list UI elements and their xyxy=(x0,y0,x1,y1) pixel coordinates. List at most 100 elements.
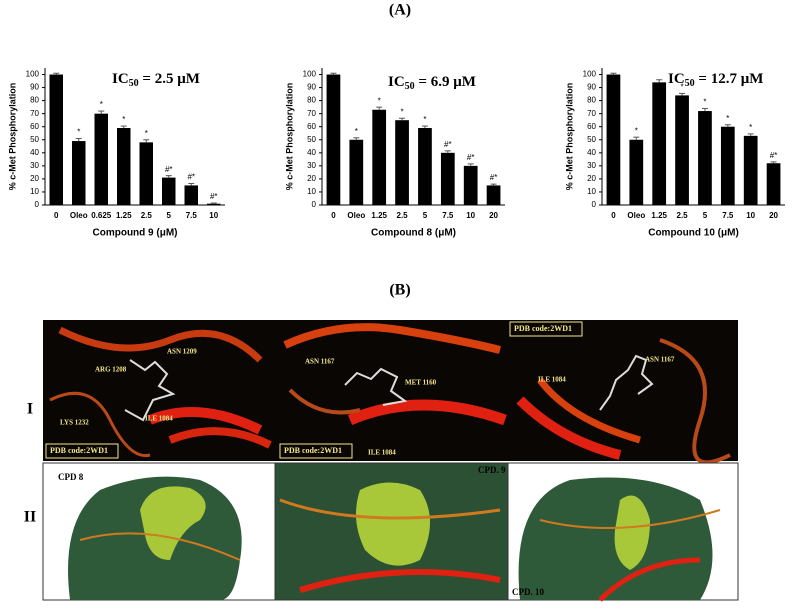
y-axis-label: % c-Met Phosphorylation xyxy=(7,83,17,191)
y-tick-label: 30 xyxy=(307,161,316,170)
bar xyxy=(652,82,667,205)
bar xyxy=(720,126,735,205)
ic50-subscript: 50 xyxy=(405,81,415,92)
y-tick-label: 40 xyxy=(30,148,39,157)
bar xyxy=(184,185,198,205)
y-tick-label: 90 xyxy=(587,83,596,92)
significance-mark: * xyxy=(401,107,404,116)
x-tick-label: 5 xyxy=(167,211,172,220)
x-tick-label: 7.5 xyxy=(186,211,198,220)
significance-mark: #* xyxy=(490,173,498,182)
bar xyxy=(606,74,621,206)
x-tick-label: 0 xyxy=(331,211,336,220)
compound-label: CPD 8 xyxy=(58,472,84,482)
x-tick-label: 5 xyxy=(423,211,428,220)
y-tick-label: 80 xyxy=(587,96,596,105)
y-axis-label: % c-Met Phosphorylation xyxy=(284,83,294,191)
y-tick-label: 0 xyxy=(592,200,597,209)
y-tick-label: 70 xyxy=(30,109,39,118)
bar xyxy=(766,163,781,205)
significance-mark: * xyxy=(378,96,381,105)
y-tick-label: 70 xyxy=(307,109,316,118)
y-tick-label: 0 xyxy=(35,200,40,209)
y-tick-label: 100 xyxy=(583,70,597,79)
bar xyxy=(463,165,478,205)
ic50-prefix: IC xyxy=(112,71,129,87)
y-tick-label: 0 xyxy=(312,200,317,209)
ic50-value: = 12.7 μM xyxy=(695,71,764,87)
bar xyxy=(162,177,176,205)
significance-mark: * xyxy=(145,129,148,138)
y-tick-label: 90 xyxy=(307,83,316,92)
y-tick-label: 70 xyxy=(587,109,596,118)
compound-label: CPD. 10 xyxy=(512,587,544,597)
x-tick-label: 5 xyxy=(703,211,708,220)
surface-image: CPD. 10 xyxy=(507,462,739,602)
y-tick-label: 40 xyxy=(587,148,596,157)
y-tick-label: 60 xyxy=(307,122,316,131)
y-tick-label: 20 xyxy=(307,174,316,183)
docking-image: ARG 1208 ASN 1209 LYS 1232 ILE 1084 PDB … xyxy=(43,320,275,461)
residue-label: ILE 1084 xyxy=(368,449,396,457)
bar xyxy=(629,139,644,205)
significance-mark: * xyxy=(100,100,103,109)
x-tick-label: 1.25 xyxy=(116,211,132,220)
residue-label: ILE 1084 xyxy=(145,415,173,423)
x-axis-label: Compound 10 (μM) xyxy=(648,228,739,239)
bar xyxy=(372,109,387,205)
ic50-value: = 2.5 μM xyxy=(139,71,200,87)
significance-mark: * xyxy=(77,128,80,137)
y-tick-label: 50 xyxy=(30,135,39,144)
significance-mark: * xyxy=(423,115,426,124)
surface-image: CPD 8 xyxy=(42,462,276,601)
panel-label: (B) xyxy=(389,282,410,299)
ic50-value: = 6.9 μM xyxy=(415,74,476,90)
compound-label: CPD. 9 xyxy=(478,465,506,475)
y-tick-label: 40 xyxy=(307,148,316,157)
x-tick-label: 7.5 xyxy=(722,211,734,220)
x-tick-label: 0 xyxy=(54,211,59,220)
residue-label: LYS 1232 xyxy=(60,419,89,427)
x-tick-label: 7.5 xyxy=(442,211,454,220)
surface-image: CPD. 9 xyxy=(274,462,509,601)
pdb-code: PDB code:2WD1 xyxy=(50,446,108,455)
significance-mark: #* xyxy=(165,165,173,174)
x-axis-label: Compound 9 (μM) xyxy=(93,228,178,239)
significance-mark: * xyxy=(355,127,358,136)
y-tick-label: 90 xyxy=(30,83,39,92)
x-tick-label: 1.25 xyxy=(371,211,387,220)
bar xyxy=(675,95,689,205)
bar xyxy=(49,74,63,206)
residue-label: ASN 1167 xyxy=(645,356,675,364)
x-tick-label: 0.625 xyxy=(91,211,112,220)
residue-label: ASN 1209 xyxy=(167,348,197,356)
x-tick-label: 2.5 xyxy=(397,211,409,220)
y-tick-label: 50 xyxy=(587,135,596,144)
y-tick-label: 30 xyxy=(30,161,39,170)
y-axis-label: % c-Met Phosphorylation xyxy=(564,83,574,191)
significance-mark: * xyxy=(681,83,684,92)
y-tick-label: 50 xyxy=(307,135,316,144)
bar xyxy=(440,152,455,205)
y-tick-label: 10 xyxy=(30,187,39,196)
residue-label: MET 1160 xyxy=(405,379,437,387)
bar xyxy=(207,203,221,205)
x-tick-label: 10 xyxy=(466,211,475,220)
x-tick-label: 10 xyxy=(209,211,218,220)
significance-mark: #* xyxy=(210,192,218,201)
docking-image: ASN 1167 MET 1160 ILE 1084 PDB code:2WD1 xyxy=(275,320,508,461)
bar xyxy=(139,142,153,205)
significance-mark: * xyxy=(122,115,125,124)
bar xyxy=(117,128,131,205)
ic50-label: IC50 = 6.9 μM xyxy=(388,74,476,92)
significance-mark: * xyxy=(749,123,752,132)
y-tick-label: 20 xyxy=(587,174,596,183)
y-tick-label: 20 xyxy=(30,174,39,183)
y-tick-label: 80 xyxy=(307,96,316,105)
bar xyxy=(349,139,364,205)
significance-mark: #* xyxy=(187,173,195,182)
residue-label: ILE 1084 xyxy=(538,376,566,384)
significance-mark: * xyxy=(635,126,638,135)
residue-label: ASN 1167 xyxy=(305,358,335,366)
bar xyxy=(418,128,432,205)
